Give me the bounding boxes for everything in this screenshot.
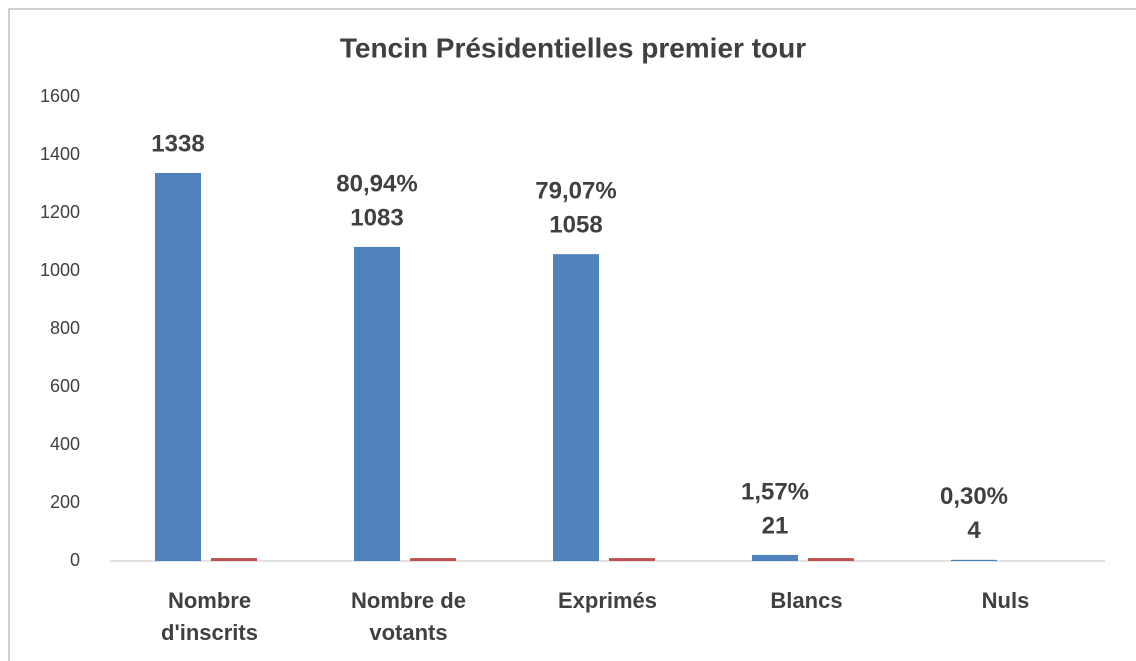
x-tick-label: Nombre d'inscrits: [161, 588, 258, 645]
data-label: 1058: [549, 212, 602, 239]
y-tick-label: 600: [50, 376, 80, 396]
annotation: 1,57%: [741, 478, 809, 505]
y-tick-label: 200: [50, 492, 80, 512]
bar: [609, 558, 655, 561]
annotation: 79,07%: [535, 178, 616, 205]
bar: [354, 246, 400, 561]
bar: [752, 554, 798, 561]
data-label: 4: [967, 517, 981, 544]
chart-title: Tencin Présidentielles premier tour: [340, 32, 806, 63]
y-tick-label: 0: [70, 550, 80, 570]
bar: [410, 558, 456, 561]
x-tick-label: Nombre de votants: [351, 588, 466, 645]
y-tick-label: 400: [50, 434, 80, 454]
bar: [553, 254, 599, 561]
y-tick-label: 1000: [40, 260, 80, 280]
bar: [951, 559, 997, 561]
data-label: 1338: [151, 130, 204, 157]
bar: [155, 172, 201, 562]
annotation: 80,94%: [336, 170, 417, 197]
x-tick-label: Nuls: [981, 588, 1030, 613]
bar: [808, 558, 854, 561]
y-tick-label: 1400: [40, 144, 80, 164]
data-label: 21: [762, 512, 789, 539]
data-label: 1083: [350, 204, 403, 231]
y-tick-label: 1200: [40, 202, 80, 222]
y-tick-label: 1600: [40, 86, 80, 106]
bar: [211, 558, 257, 561]
annotation: 0,30%: [940, 483, 1008, 510]
x-tick-label: Exprimés: [557, 588, 658, 613]
x-tick-label: Blancs: [770, 588, 843, 613]
y-tick-label: 800: [50, 318, 80, 338]
